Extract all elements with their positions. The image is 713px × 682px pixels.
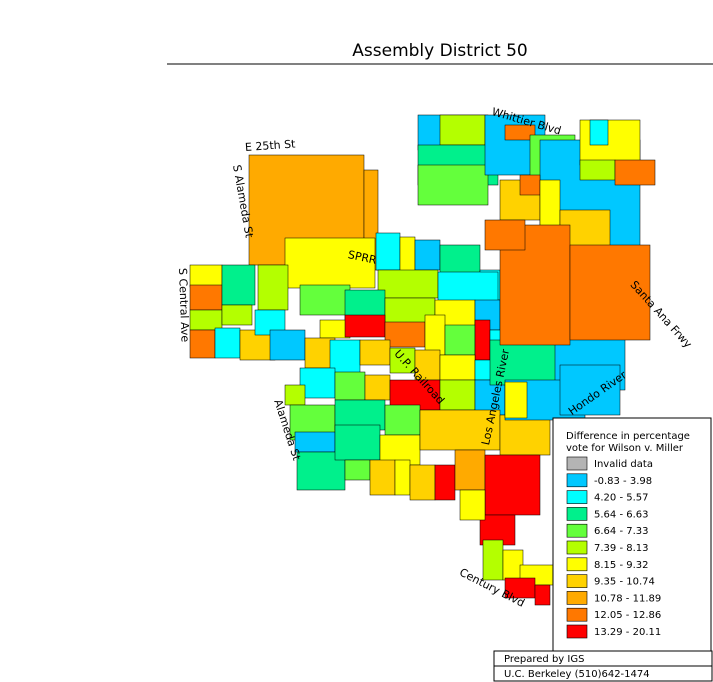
precinct <box>482 539 504 581</box>
footer-text: Prepared by IGS <box>504 654 584 665</box>
legend-swatch <box>566 473 588 488</box>
precinct <box>424 314 446 356</box>
precinct <box>459 489 486 521</box>
precinct <box>414 349 441 381</box>
precinct <box>221 264 256 306</box>
legend-swatch <box>566 490 588 504</box>
precinct <box>539 179 561 231</box>
legend-swatch <box>566 456 588 471</box>
legend: Difference in percentage vote for Wilson… <box>552 417 712 659</box>
precinct <box>437 271 499 303</box>
precinct <box>499 414 551 456</box>
precinct <box>504 124 536 141</box>
precinct <box>414 239 441 271</box>
precinct <box>484 454 541 516</box>
precinct <box>439 244 481 276</box>
legend-label: 8.15 - 9.32 <box>594 560 649 571</box>
precinct <box>189 329 216 359</box>
precinct <box>384 321 426 348</box>
street-label: SPRR <box>347 248 378 267</box>
precinct <box>364 374 391 401</box>
legend-label: 5.64 - 6.63 <box>594 509 649 520</box>
legend-label: Invalid data <box>594 459 653 470</box>
legend-swatch <box>566 624 588 639</box>
legend-swatch <box>566 523 588 538</box>
precinct <box>559 364 621 416</box>
precinct <box>189 264 223 288</box>
precinct <box>359 339 391 366</box>
legend-label: -0.83 - 3.98 <box>594 476 652 487</box>
legend-label: 10.78 - 11.89 <box>594 593 661 604</box>
precinct <box>444 324 476 356</box>
precinct <box>269 329 306 361</box>
legend-box <box>552 417 712 659</box>
precinct <box>377 269 439 299</box>
precinct <box>221 304 253 326</box>
precinct <box>417 164 489 206</box>
footer: Prepared by IGS U.C. Berkeley (510)642-1… <box>493 650 713 682</box>
legend-label: 12.05 - 12.86 <box>594 610 661 621</box>
legend-label: 7.39 - 8.13 <box>594 543 649 554</box>
legend-swatch <box>566 574 588 588</box>
precinct <box>299 284 351 316</box>
precinct <box>409 464 436 501</box>
precinct <box>399 236 416 273</box>
precinct <box>334 371 366 401</box>
precinct <box>439 114 486 146</box>
precinct <box>434 464 456 501</box>
legend-label: 6.64 - 7.33 <box>594 526 649 537</box>
legend-title: vote for Wilson v. Miller <box>566 443 684 454</box>
precinct <box>389 347 416 374</box>
legend-swatch <box>566 557 588 572</box>
precinct <box>334 424 381 461</box>
legend-label: 13.29 - 20.11 <box>594 627 661 638</box>
precinct <box>284 384 306 406</box>
precinct <box>579 119 641 166</box>
precinct <box>189 284 223 311</box>
precinct <box>344 459 371 481</box>
precinct <box>394 459 411 496</box>
legend-label: 9.35 - 10.74 <box>594 577 655 588</box>
precinct <box>534 584 551 606</box>
legend-items: Invalid data -0.83 - 3.98 4.20 - 5.57 5.64 … <box>566 456 661 639</box>
precinct <box>569 244 651 341</box>
precinct <box>344 314 386 338</box>
precinct <box>369 459 396 496</box>
precinct <box>579 159 616 181</box>
legend-swatch <box>566 507 588 521</box>
precinct <box>504 381 528 419</box>
precinct <box>299 367 336 399</box>
precinct <box>439 379 476 411</box>
precinct <box>474 319 491 361</box>
precinct <box>214 327 241 359</box>
street-label: E 25th St <box>245 137 297 154</box>
precinct <box>439 354 476 381</box>
legend-title: Difference in percentage <box>566 431 690 442</box>
footer-text: U.C. Berkeley (510)642-1474 <box>504 669 650 680</box>
legend-label: 4.20 - 5.57 <box>594 493 649 504</box>
precinct <box>519 174 541 196</box>
map-title: Assembly District 50 <box>352 41 527 61</box>
precinct <box>589 119 609 146</box>
legend-swatch <box>566 607 588 622</box>
precinct <box>384 404 421 436</box>
precinct <box>257 264 289 311</box>
legend-swatch <box>566 540 588 555</box>
legend-swatch <box>566 591 588 605</box>
precinct-layer <box>189 114 656 606</box>
street-label: S Central Ave <box>176 268 192 343</box>
precinct <box>189 309 223 331</box>
precinct <box>489 339 561 386</box>
precinct <box>484 219 526 251</box>
precinct <box>614 159 656 186</box>
precinct <box>375 232 401 271</box>
precinct <box>454 449 486 491</box>
